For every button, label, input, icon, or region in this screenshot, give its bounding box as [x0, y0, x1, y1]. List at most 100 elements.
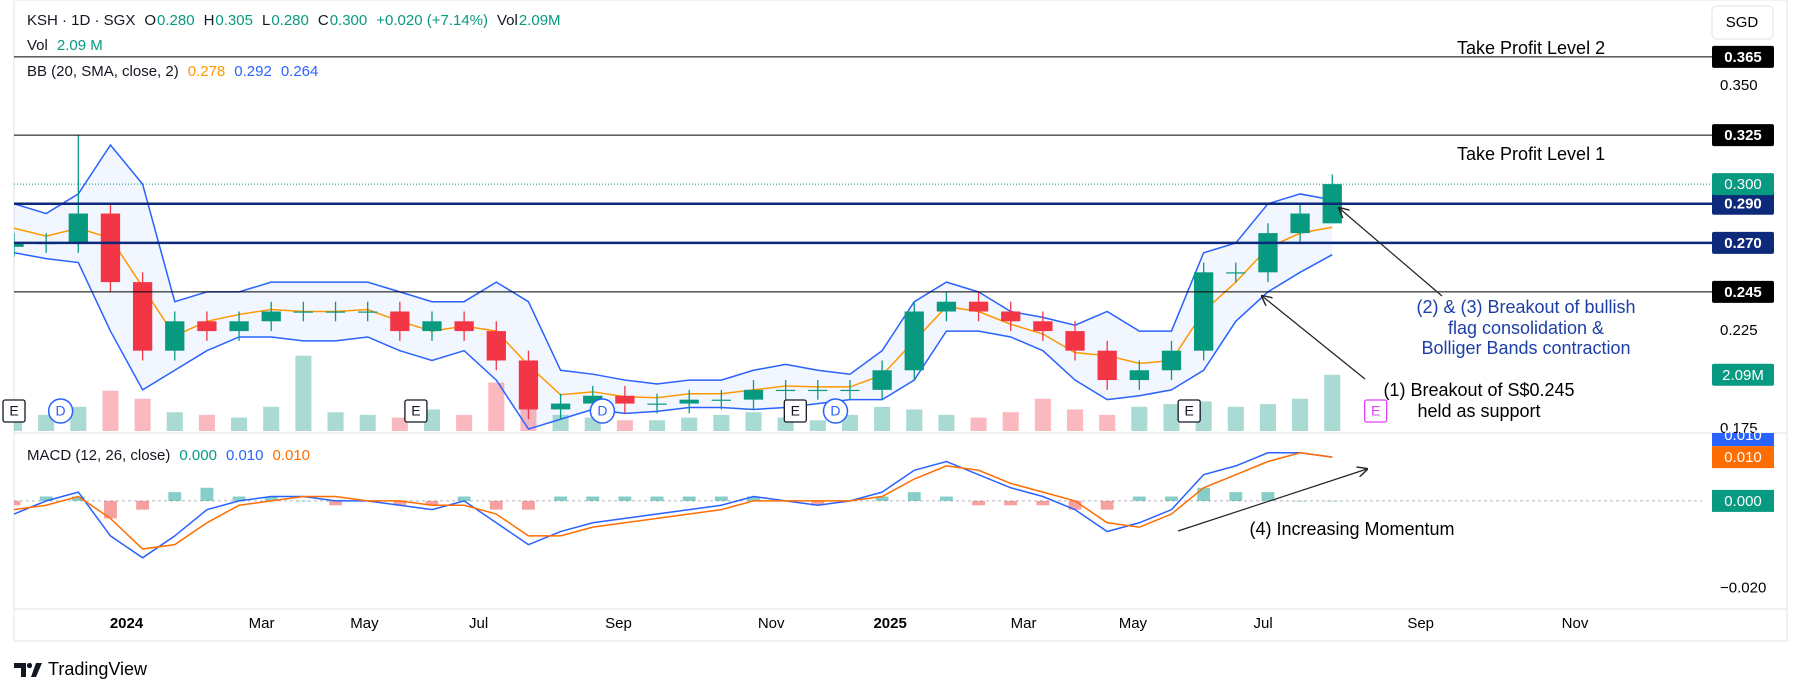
- legend-label: BB (20, SMA, close, 2): [27, 63, 179, 80]
- x-tick-label: Jul: [469, 615, 488, 632]
- volume-bar: [423, 409, 441, 431]
- x-tick-label: May: [350, 615, 379, 632]
- volume-bar: [552, 414, 569, 431]
- last-price-badge: [1712, 173, 1774, 196]
- volume-bar: [327, 412, 344, 431]
- event-marker: [404, 399, 428, 423]
- macd-histogram-bar: [1325, 500, 1339, 502]
- candle-body: [229, 321, 249, 332]
- currency-label[interactable]: SGD: [1726, 14, 1759, 31]
- macd-histogram-bar: [71, 496, 85, 501]
- currency-button[interactable]: [1711, 5, 1774, 40]
- macd-histogram-bar: [1229, 492, 1243, 501]
- candle-body: [1290, 213, 1310, 234]
- y-tick-label: −0.020: [1720, 579, 1766, 596]
- macd-badge: [1712, 446, 1774, 469]
- annotation: held as support: [1417, 401, 1540, 421]
- macd-histogram-bar: [682, 496, 696, 501]
- annotation-arrow: [1262, 296, 1366, 380]
- x-tick-label: Sep: [1407, 615, 1434, 632]
- macd-histogram-bar: [1004, 500, 1018, 506]
- overlay: 2024 Mar May Jul Sep Nov 2025 Mar May Jul Sep Nov 0.…: [2, 45, 1774, 632]
- volume-bar: [745, 412, 762, 431]
- candle-body: [293, 311, 314, 313]
- volume-badge: [1712, 363, 1774, 386]
- macd-badge: [1712, 433, 1774, 447]
- macd-histogram-bar: [39, 496, 53, 501]
- legend-label: Vol: [27, 37, 48, 54]
- volume-badge-label: 2.09M: [1722, 367, 1764, 384]
- legend-value: 2.09M: [518, 12, 561, 29]
- candle-body: [1065, 331, 1085, 351]
- candle-body: [1001, 311, 1021, 322]
- x-tick-label: Mar: [1011, 615, 1037, 632]
- candle-body: [1193, 272, 1214, 351]
- level-badge: [1712, 192, 1774, 215]
- macd-histogram-bar: [136, 500, 150, 510]
- macd-badge: [1712, 489, 1774, 512]
- x-tick-label: Jul: [1254, 615, 1273, 632]
- annotation-arrow: [1339, 208, 1443, 297]
- volume-bar: [359, 414, 376, 431]
- macd-histogram-bar: [714, 496, 728, 501]
- macd-histogram-bar: [586, 496, 600, 501]
- event-label: E: [1184, 403, 1193, 419]
- candle-body: [422, 321, 442, 332]
- volume-bar: [1227, 406, 1244, 431]
- event-label: E: [791, 403, 800, 419]
- volume-bar: [1099, 414, 1116, 431]
- candle-body: [454, 321, 474, 332]
- volume-bar: [1292, 398, 1309, 431]
- legend-bb: BB (20, SMA, close, 2) 0.278 0.292 0.264: [27, 63, 318, 81]
- candle-body: [647, 403, 667, 405]
- brand-logo: [14, 662, 42, 677]
- event-marker: [1364, 399, 1388, 423]
- event-label: D: [830, 403, 840, 419]
- legend-volume: Vol 2.09 M: [27, 37, 103, 55]
- volume-bar: [874, 406, 891, 431]
- legend-value: 0.278: [187, 63, 226, 80]
- macd-histogram-bar: [425, 500, 439, 506]
- legend-value: 0.300: [329, 12, 368, 29]
- annotation: (4) Increasing Momentum: [1249, 519, 1454, 539]
- macd-histogram-bar: [264, 496, 278, 501]
- legend-change: +0.020 (+7.14%): [376, 12, 488, 29]
- candle-body: [679, 399, 699, 404]
- legend-value: 0.305: [215, 12, 253, 29]
- macd-histogram-bar: [393, 500, 407, 506]
- macd-histogram-bar: [747, 496, 760, 501]
- annotation: Bolliger Bands contraction: [1421, 338, 1630, 358]
- candle-body: [711, 399, 731, 401]
- volume-bar: [231, 417, 248, 431]
- macd-pane: [14, 451, 1702, 559]
- macd-badge-label: 0.010: [1724, 449, 1762, 466]
- event-marker: [47, 398, 74, 424]
- macd-badge-label: 0.000: [1724, 493, 1762, 510]
- macd-histogram-bar: [200, 487, 214, 501]
- candle-body: [358, 311, 378, 313]
- macd-histogram-bar: [972, 500, 986, 506]
- candle-body: [776, 389, 796, 392]
- volume-bar: [616, 420, 633, 431]
- macd-histogram-bar: [1197, 487, 1211, 501]
- macd-badge-label: 0.010: [1724, 427, 1762, 444]
- legend-label: L: [261, 12, 271, 29]
- signal-line: [14, 451, 1333, 550]
- candle-body: [936, 301, 957, 312]
- volume-bar: [906, 409, 923, 431]
- candle-body: [583, 395, 603, 404]
- frame: [13, 0, 1788, 642]
- macd-histogram-bar: [1293, 500, 1307, 502]
- volume-bar: [488, 382, 505, 431]
- volume-bar: [14, 420, 23, 431]
- volume-bar: [456, 414, 473, 431]
- volume-bar: [1259, 404, 1276, 431]
- macd-histogram-bar: [618, 496, 632, 501]
- annotation: Take Profit Level 1: [1457, 144, 1605, 164]
- volume-bar: [1066, 409, 1084, 431]
- level-badge-label: 0.270: [1724, 235, 1762, 252]
- candle-body: [100, 213, 121, 283]
- event-label: E: [9, 403, 18, 419]
